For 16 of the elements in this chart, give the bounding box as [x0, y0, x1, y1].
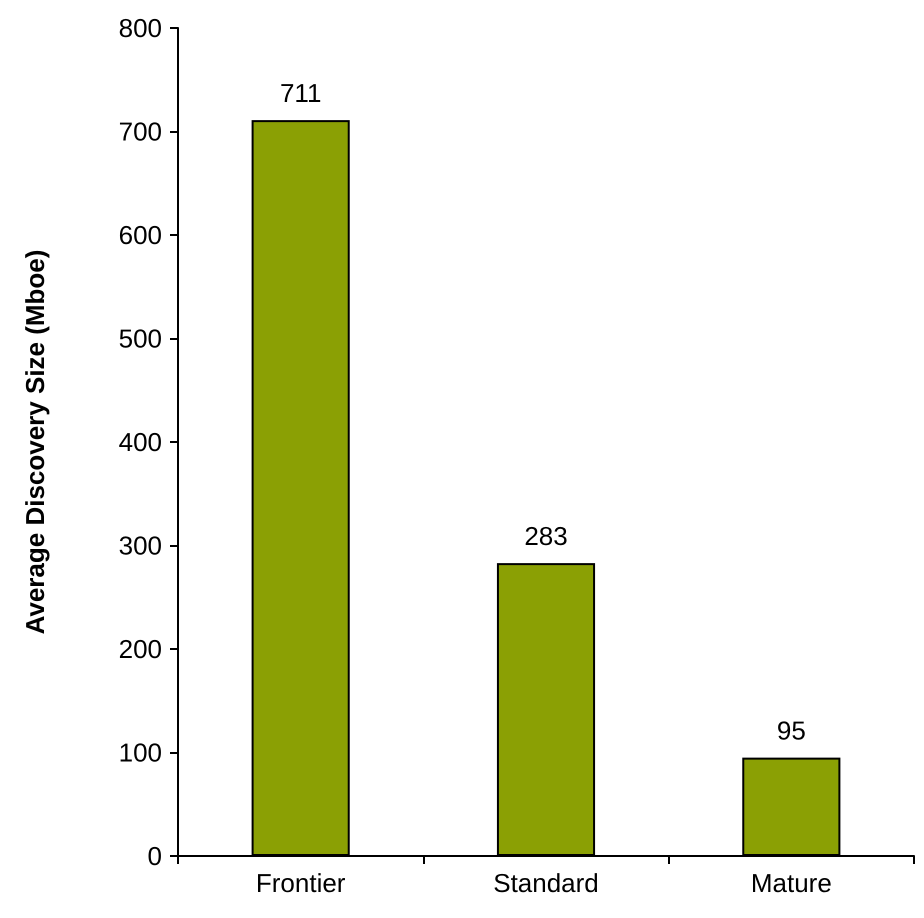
y-tick-label: 800	[118, 13, 162, 43]
y-tick-label: 400	[118, 427, 162, 457]
y-tick-label: 200	[118, 634, 162, 664]
x-tick-label: Frontier	[256, 868, 346, 898]
data-label: 95	[776, 716, 806, 746]
data-label: 283	[524, 521, 568, 552]
y-tick-label: 100	[118, 738, 162, 768]
y-tick-label: 600	[118, 220, 162, 250]
y-tick-label: 0	[148, 841, 162, 871]
x-tick-label: Mature	[750, 868, 832, 898]
x-tick-label: Standard	[493, 868, 599, 898]
y-axis-title: Average Discovery Size (Mboe)	[20, 250, 50, 634]
y-tick-label: 300	[118, 530, 162, 560]
y-tick-label: 500	[118, 324, 162, 354]
y-tick-label: 700	[118, 116, 162, 146]
data-label: 711	[280, 78, 322, 108]
